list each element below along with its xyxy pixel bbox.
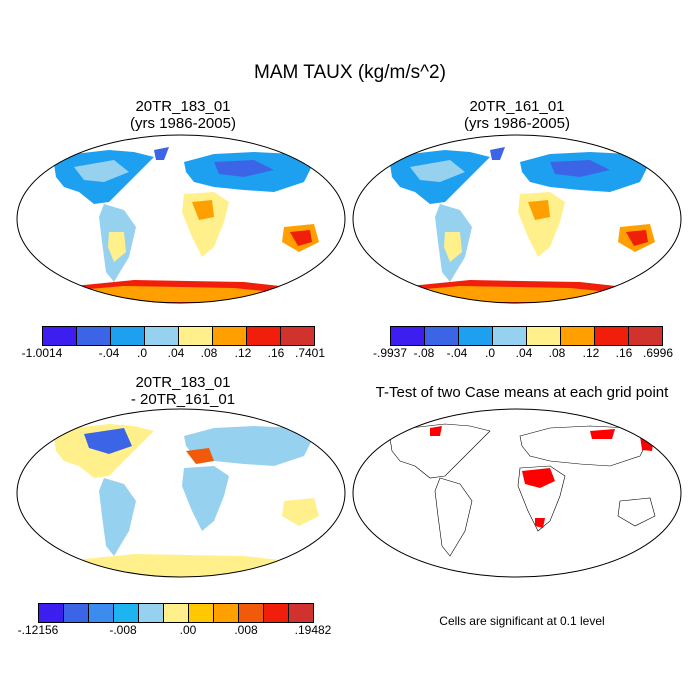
legend-3-bin	[263, 603, 288, 623]
legend-2-bin	[424, 326, 458, 346]
legend-3-bin	[63, 603, 88, 623]
legend-2-tick: .12	[582, 346, 600, 360]
legend-2-tick: .08	[548, 346, 566, 360]
main-title: MAM TAUX (kg/m/s^2)	[254, 62, 446, 83]
legend-2-bin	[458, 326, 492, 346]
panel-1-years: (yrs 1986-2005)	[130, 115, 236, 132]
panel-3-name: 20TR_183_01	[135, 374, 231, 391]
legend-2-bin	[492, 326, 526, 346]
legend-3-bin	[288, 603, 314, 623]
legend-2-tick: -.04	[446, 346, 468, 360]
legend-1-tick: .7401	[294, 346, 326, 360]
legend-1-tick: .0	[136, 346, 148, 360]
panel-2-years: (yrs 1986-2005)	[464, 115, 570, 132]
legend-2-bin	[594, 326, 628, 346]
legend-2-bin	[390, 326, 424, 346]
legend-panel-2: -.9937 -.08 -.04 .0 .04 .08 .12 .16 .699…	[373, 326, 673, 366]
map-panel-difference	[16, 408, 346, 578]
significant-cells	[430, 426, 654, 528]
legend-1-bin	[280, 326, 315, 346]
legend-2-tick: .04	[515, 346, 533, 360]
legend-2-bin	[628, 326, 663, 346]
legend-3-bin	[138, 603, 163, 623]
legend-1-bin	[178, 326, 212, 346]
legend-2-tick: .6996	[642, 346, 674, 360]
legend-1-tick: -1.0014	[21, 346, 63, 360]
legend-1-tick: -.04	[98, 346, 120, 360]
legend-1-bin	[110, 326, 144, 346]
legend-1-bin	[144, 326, 178, 346]
panel-2-name: 20TR_161_01	[469, 98, 565, 115]
panel-title-1: 20TR_183_01 (yrs 1986-2005)	[18, 98, 348, 132]
legend-1-bar	[42, 326, 315, 346]
legend-3-tick: .008	[234, 623, 258, 637]
legend-3-bin	[88, 603, 113, 623]
legend-3-bin	[38, 603, 63, 623]
legend-1-tick: .04	[167, 346, 185, 360]
legend-1-bin	[42, 326, 76, 346]
legend-3-tick: -.008	[109, 623, 137, 637]
legend-3-bin	[113, 603, 138, 623]
legend-3-bin	[213, 603, 238, 623]
legend-3-bin	[163, 603, 188, 623]
legend-3-tick: .00	[179, 623, 197, 637]
legend-2-bar	[390, 326, 663, 346]
legend-2-tick: .0	[484, 346, 496, 360]
legend-1-tick: .16	[267, 346, 285, 360]
legend-panel-3: -.12156 -.008 .00 .008 .19482	[18, 603, 331, 643]
legend-3-bar	[38, 603, 314, 623]
map-panel-ttest	[352, 408, 682, 578]
legend-2-tick: -.08	[413, 346, 435, 360]
map-panel-183	[16, 134, 346, 304]
panel-1-name: 20TR_183_01	[135, 98, 231, 115]
legend-3-bin	[188, 603, 213, 623]
panel-title-3: 20TR_183_01 - 20TR_161_01	[18, 374, 348, 408]
legend-2-bin	[526, 326, 560, 346]
significance-note: Cells are significant at 0.1 level	[439, 614, 605, 628]
legend-2-tick: .16	[615, 346, 633, 360]
legend-1-bin	[212, 326, 246, 346]
legend-2-tick: -.9937	[372, 346, 408, 360]
legend-1-tick: .12	[234, 346, 252, 360]
panel-title-2: 20TR_161_01 (yrs 1986-2005)	[352, 98, 682, 132]
legend-2-bin	[560, 326, 594, 346]
panel-title-4: T-Test of two Case means at each grid po…	[375, 384, 669, 401]
legend-3-bin	[238, 603, 263, 623]
map-panel-161	[352, 134, 682, 304]
legend-1-bin	[76, 326, 110, 346]
legend-3-tick: -.12156	[17, 623, 59, 637]
legend-panel-1: -1.0014 -.04 .0 .04 .08 .12 .16 .7401	[22, 326, 325, 366]
panel-3-subtitle: - 20TR_161_01	[130, 391, 236, 408]
legend-1-bin	[246, 326, 280, 346]
legend-1-tick: .08	[200, 346, 218, 360]
legend-3-tick: .19482	[294, 623, 332, 637]
